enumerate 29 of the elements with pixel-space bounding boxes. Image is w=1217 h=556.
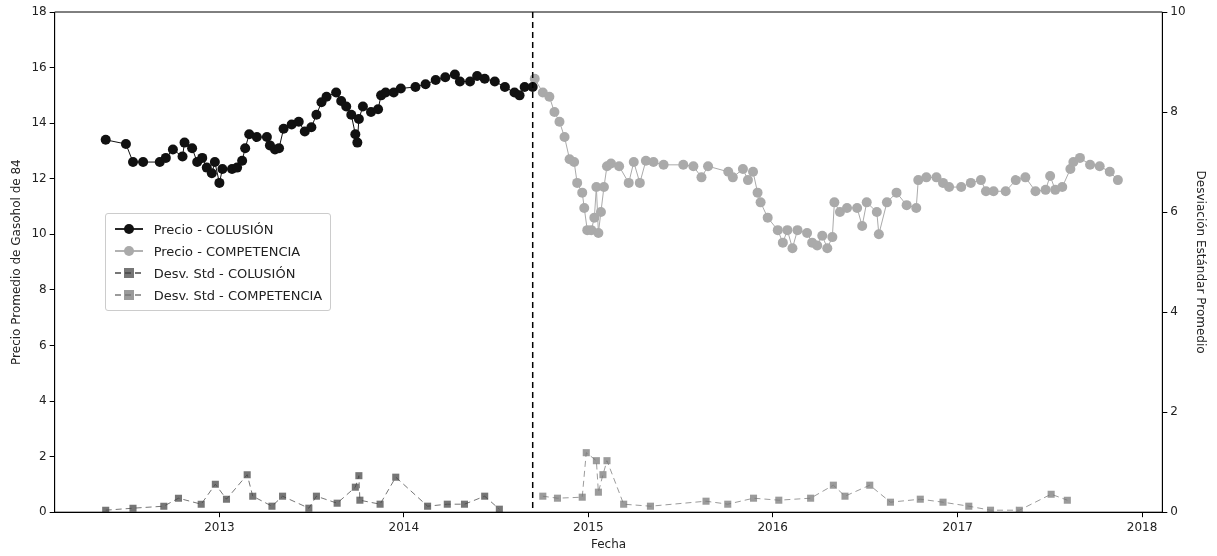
y-axis-title: Precio Promedio de Gasohol de 84 [9, 159, 24, 365]
y2-tick-label: 2 [1170, 404, 1178, 419]
x-tick-label: 2016 [757, 519, 788, 534]
y2-tick-label: 6 [1170, 204, 1178, 219]
y-tick-label: 16 [31, 59, 47, 74]
y-tick-label: 4 [39, 393, 47, 408]
x-tick-label: 2017 [942, 519, 973, 534]
legend-label: Desv. Std - COLUSIÓN [153, 265, 296, 281]
y-tick-label: 8 [39, 282, 47, 297]
legend-label: Precio - COMPETENCIA [153, 243, 301, 259]
y-tick-label: 12 [31, 170, 47, 185]
y-tick-label: 6 [39, 337, 47, 352]
x-tick-label: 2015 [573, 519, 604, 534]
y-tick-label: 10 [31, 226, 47, 241]
legend-label: Precio - COLUSIÓN [153, 221, 274, 237]
x-tick-label: 2014 [388, 519, 420, 534]
y-tick-label: 18 [31, 4, 47, 19]
y-tick-label: 14 [31, 115, 47, 130]
x-tick-label: 2018 [1126, 519, 1158, 534]
y2-tick-label: 10 [1170, 4, 1186, 19]
y2-tick-label: 4 [1170, 304, 1178, 319]
y2-axis-title: Desviación Estándar Promedio [1193, 170, 1208, 354]
y-tick-label: 0 [39, 504, 47, 519]
legend-label: Desv. Std - COMPETENCIA [153, 287, 323, 303]
x-tick-label: 2013 [204, 519, 235, 534]
y2-tick-label: 8 [1170, 104, 1178, 119]
y-tick-label: 2 [39, 448, 47, 463]
y2-tick-label: 0 [1170, 504, 1178, 519]
x-axis-title: Fecha [590, 536, 627, 551]
